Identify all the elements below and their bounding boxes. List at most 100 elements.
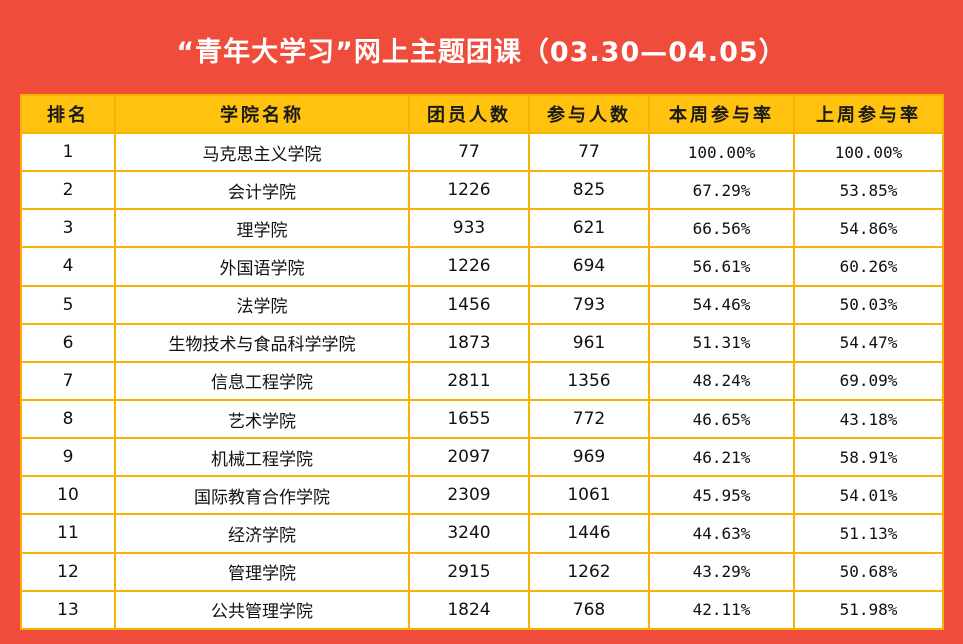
table-row: 4 外国语学院 1226 694 56.61% 60.26% <box>20 246 944 287</box>
cell-participant-count: 77 <box>528 131 650 173</box>
cell-member-count: 2097 <box>408 437 530 478</box>
cell-this-week-rate: 51.31% <box>648 322 795 363</box>
cell-participant-count: 772 <box>528 398 650 440</box>
table-row: 1 马克思主义学院 77 77 100.00% 100.00% <box>20 131 944 173</box>
cell-rank: 4 <box>20 246 116 287</box>
table-row: 3 理学院 933 621 66.56% 54.86% <box>20 208 944 249</box>
header-college-name: 学院名称 <box>114 94 410 134</box>
table-row: 13 公共管理学院 1824 768 42.11% 51.98% <box>20 589 944 631</box>
cell-last-week-rate: 69.09% <box>793 360 944 401</box>
cell-last-week-rate: 100.00% <box>793 131 944 173</box>
cell-college-name: 艺术学院 <box>114 398 410 440</box>
cell-participant-count: 793 <box>528 284 650 325</box>
cell-last-week-rate: 51.98% <box>793 589 944 631</box>
table-row: 7 信息工程学院 2811 1356 48.24% 69.09% <box>20 360 944 401</box>
cell-participant-count: 621 <box>528 208 650 249</box>
table-row: 5 法学院 1456 793 54.46% 50.03% <box>20 284 944 325</box>
cell-participant-count: 1356 <box>528 360 650 401</box>
cell-rank: 11 <box>20 513 116 554</box>
cell-member-count: 1226 <box>408 246 530 287</box>
cell-college-name: 法学院 <box>114 284 410 325</box>
cell-participant-count: 1262 <box>528 551 650 592</box>
cell-rank: 3 <box>20 208 116 249</box>
cell-college-name: 会计学院 <box>114 170 410 211</box>
cell-this-week-rate: 44.63% <box>648 513 795 554</box>
cell-college-name: 管理学院 <box>114 551 410 592</box>
table-row: 11 经济学院 3240 1446 44.63% 51.13% <box>20 513 944 554</box>
cell-this-week-rate: 67.29% <box>648 170 795 211</box>
table-row: 8 艺术学院 1655 772 46.65% 43.18% <box>20 398 944 440</box>
cell-this-week-rate: 46.65% <box>648 398 795 440</box>
cell-member-count: 2309 <box>408 475 530 516</box>
cell-this-week-rate: 48.24% <box>648 360 795 401</box>
cell-college-name: 公共管理学院 <box>114 589 410 631</box>
cell-last-week-rate: 54.47% <box>793 322 944 363</box>
cell-rank: 1 <box>20 131 116 173</box>
cell-member-count: 3240 <box>408 513 530 554</box>
table-header-row: 排名 学院名称 团员人数 参与人数 本周参与率 上周参与率 <box>20 94 944 134</box>
cell-college-name: 经济学院 <box>114 513 410 554</box>
header-member-count: 团员人数 <box>408 94 530 134</box>
cell-this-week-rate: 43.29% <box>648 551 795 592</box>
cell-this-week-rate: 46.21% <box>648 437 795 478</box>
cell-last-week-rate: 50.03% <box>793 284 944 325</box>
table-row: 2 会计学院 1226 825 67.29% 53.85% <box>20 170 944 211</box>
cell-college-name: 外国语学院 <box>114 246 410 287</box>
cell-participant-count: 825 <box>528 170 650 211</box>
cell-this-week-rate: 100.00% <box>648 131 795 173</box>
table-row: 12 管理学院 2915 1262 43.29% 50.68% <box>20 551 944 592</box>
cell-last-week-rate: 54.01% <box>793 475 944 516</box>
cell-last-week-rate: 54.86% <box>793 208 944 249</box>
cell-college-name: 信息工程学院 <box>114 360 410 401</box>
table-row: 10 国际教育合作学院 2309 1061 45.95% 54.01% <box>20 475 944 516</box>
cell-this-week-rate: 66.56% <box>648 208 795 249</box>
ranking-table-container: 排名 学院名称 团员人数 参与人数 本周参与率 上周参与率 1 马克思主义学院 77… <box>20 94 944 631</box>
cell-member-count: 77 <box>408 131 530 173</box>
header-rank: 排名 <box>20 94 116 134</box>
cell-member-count: 2811 <box>408 360 530 401</box>
cell-rank: 2 <box>20 170 116 211</box>
cell-last-week-rate: 50.68% <box>793 551 944 592</box>
cell-rank: 9 <box>20 437 116 478</box>
cell-member-count: 1873 <box>408 322 530 363</box>
cell-member-count: 1655 <box>408 398 530 440</box>
cell-rank: 13 <box>20 589 116 631</box>
cell-last-week-rate: 43.18% <box>793 398 944 440</box>
cell-this-week-rate: 56.61% <box>648 246 795 287</box>
cell-last-week-rate: 51.13% <box>793 513 944 554</box>
cell-rank: 8 <box>20 398 116 440</box>
header-this-week-rate: 本周参与率 <box>648 94 795 134</box>
cell-member-count: 1456 <box>408 284 530 325</box>
page-title: “青年大学习”网上主题团课（03.30—04.05） <box>176 37 787 68</box>
ranking-table: 排名 学院名称 团员人数 参与人数 本周参与率 上周参与率 1 马克思主义学院 77… <box>20 94 944 631</box>
cell-participant-count: 969 <box>528 437 650 478</box>
cell-participant-count: 768 <box>528 589 650 631</box>
cell-college-name: 生物技术与食品科学学院 <box>114 322 410 363</box>
table-row: 9 机械工程学院 2097 969 46.21% 58.91% <box>20 437 944 478</box>
cell-member-count: 1226 <box>408 170 530 211</box>
cell-rank: 5 <box>20 284 116 325</box>
cell-last-week-rate: 60.26% <box>793 246 944 287</box>
cell-last-week-rate: 53.85% <box>793 170 944 211</box>
cell-this-week-rate: 45.95% <box>648 475 795 516</box>
cell-participant-count: 1061 <box>528 475 650 516</box>
cell-member-count: 933 <box>408 208 530 249</box>
cell-participant-count: 694 <box>528 246 650 287</box>
cell-this-week-rate: 54.46% <box>648 284 795 325</box>
cell-rank: 6 <box>20 322 116 363</box>
cell-rank: 7 <box>20 360 116 401</box>
header-participant-count: 参与人数 <box>528 94 650 134</box>
cell-college-name: 理学院 <box>114 208 410 249</box>
cell-rank: 12 <box>20 551 116 592</box>
table-row: 6 生物技术与食品科学学院 1873 961 51.31% 54.47% <box>20 322 944 363</box>
cell-participant-count: 1446 <box>528 513 650 554</box>
cell-participant-count: 961 <box>528 322 650 363</box>
cell-last-week-rate: 58.91% <box>793 437 944 478</box>
cell-member-count: 1824 <box>408 589 530 631</box>
cell-college-name: 国际教育合作学院 <box>114 475 410 516</box>
cell-rank: 10 <box>20 475 116 516</box>
header-last-week-rate: 上周参与率 <box>793 94 944 134</box>
cell-member-count: 2915 <box>408 551 530 592</box>
cell-college-name: 马克思主义学院 <box>114 131 410 173</box>
cell-college-name: 机械工程学院 <box>114 437 410 478</box>
